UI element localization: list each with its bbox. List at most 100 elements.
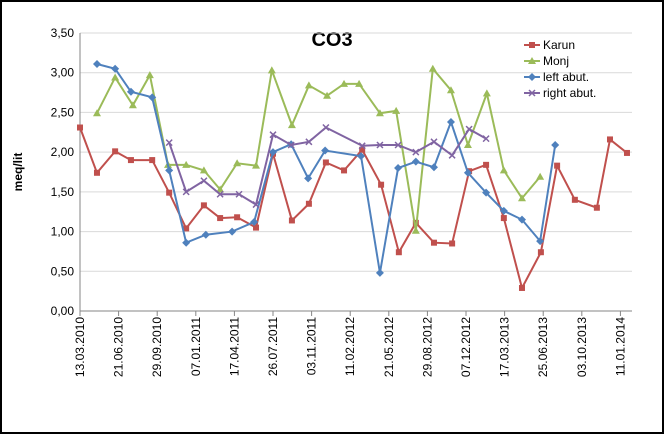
marker — [148, 93, 157, 102]
x-tick-label: 11.02.2012 — [343, 317, 357, 376]
marker — [182, 238, 191, 247]
marker — [358, 142, 366, 150]
marker — [593, 204, 600, 211]
marker — [375, 109, 384, 117]
marker — [253, 224, 260, 231]
marker — [145, 71, 154, 79]
x-tick-label: 03.10.2013 — [575, 317, 589, 377]
marker — [250, 218, 259, 227]
marker — [77, 124, 83, 131]
legend-marker — [529, 42, 535, 48]
x-tick-label: 13.03.2010 — [73, 317, 87, 377]
marker — [287, 121, 296, 129]
marker — [269, 148, 278, 157]
marker — [126, 87, 135, 96]
marker — [216, 190, 224, 198]
marker — [233, 159, 242, 167]
marker — [200, 202, 207, 209]
marker — [357, 152, 366, 161]
y-tick-label: 0,50 — [51, 264, 75, 278]
marker — [429, 163, 438, 172]
y-tick-label: 0,00 — [51, 304, 75, 318]
marker — [392, 106, 401, 114]
legend-marker — [528, 57, 536, 64]
marker — [499, 206, 508, 215]
legend-marker — [528, 73, 536, 81]
marker — [482, 135, 490, 143]
marker — [182, 160, 191, 168]
marker — [463, 140, 472, 148]
x-tick-label: 29.09.2010 — [150, 317, 164, 377]
y-tick-label: 1,00 — [51, 225, 75, 239]
marker — [412, 148, 420, 156]
marker — [323, 91, 332, 99]
marker — [499, 166, 508, 174]
marker — [554, 162, 561, 169]
x-tick-label: 07.01.2011 — [189, 317, 203, 376]
marker — [536, 237, 545, 246]
marker — [359, 146, 366, 153]
y-tick-label: 3,50 — [51, 26, 75, 40]
x-tick-label: 21.06.2010 — [112, 317, 126, 377]
marker — [216, 185, 225, 193]
marker — [482, 89, 491, 97]
marker — [378, 181, 385, 188]
marker — [201, 230, 210, 239]
marker — [465, 125, 473, 133]
marker — [269, 131, 277, 139]
x-tick-label: 17.03.2013 — [498, 317, 512, 377]
marker — [200, 177, 208, 185]
marker — [500, 215, 507, 222]
marker — [304, 174, 313, 183]
legend-label: left abut. — [543, 70, 589, 84]
marker — [128, 101, 137, 109]
marker — [305, 138, 313, 146]
marker — [355, 79, 364, 87]
marker — [483, 161, 490, 168]
marker — [112, 148, 119, 155]
marker — [228, 227, 237, 236]
marker — [394, 164, 403, 173]
y-tick-label: 2,00 — [51, 145, 75, 159]
marker — [446, 117, 455, 126]
y-tick-label: 3,00 — [51, 66, 75, 80]
marker — [217, 215, 224, 222]
marker — [199, 166, 208, 174]
marker — [375, 268, 384, 277]
legend-marker — [528, 89, 536, 97]
marker — [482, 188, 491, 197]
marker — [321, 146, 330, 155]
marker — [449, 240, 456, 247]
marker — [182, 188, 190, 196]
x-tick-label: 21.05.2012 — [382, 317, 396, 377]
series-line — [79, 127, 628, 291]
marker — [252, 201, 260, 209]
x-tick-label: 17.04.2011 — [227, 317, 241, 376]
marker — [536, 172, 545, 180]
marker — [537, 249, 544, 256]
legend-label: Karun — [543, 38, 575, 52]
marker — [92, 109, 101, 117]
marker — [518, 284, 525, 291]
marker — [305, 200, 312, 207]
marker — [551, 140, 560, 149]
marker — [288, 217, 295, 224]
marker — [111, 73, 120, 81]
legend-label: Monj — [543, 54, 569, 68]
marker — [166, 189, 173, 196]
marker — [127, 157, 134, 164]
marker — [448, 151, 456, 159]
marker — [93, 169, 100, 176]
marker — [411, 226, 420, 234]
x-tick-label: 03.11.2011 — [305, 317, 319, 376]
x-tick-label: 11.01.2014 — [613, 317, 627, 376]
marker — [606, 136, 613, 143]
chart-title: CO3 — [311, 29, 352, 51]
marker — [623, 149, 630, 156]
marker — [430, 138, 438, 146]
marker — [517, 215, 526, 224]
x-tick-label: 29.08.2012 — [420, 317, 434, 377]
marker — [446, 86, 455, 94]
marker — [252, 161, 261, 169]
